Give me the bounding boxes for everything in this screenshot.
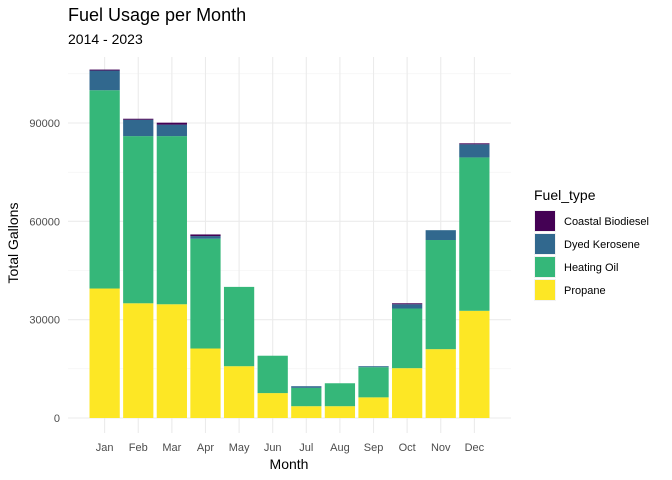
y-axis-ticks: 0 30000 60000 90000 (29, 118, 60, 425)
y-tick-label: 90000 (29, 118, 60, 130)
bar-apr-dyed-kerosene (190, 236, 221, 239)
bar-jan-heating-oil (89, 90, 120, 289)
bar-apr-coastal-biodiesel (190, 234, 221, 237)
bar-aug-propane (324, 406, 356, 418)
bars (89, 69, 490, 418)
x-tick-label: Mar (162, 442, 181, 454)
x-tick-label: Nov (431, 442, 451, 454)
bar-jun-propane (257, 393, 288, 418)
chart-title: Fuel Usage per Month (68, 5, 246, 25)
bar-feb-dyed-kerosene (123, 119, 154, 137)
bar-feb-heating-oil (123, 136, 154, 304)
bar-apr-propane (190, 348, 221, 418)
bar-jan-coastal-biodiesel (89, 69, 120, 71)
bar-mar-propane (156, 304, 187, 418)
bar-feb-propane (123, 303, 154, 418)
legend-swatch (535, 257, 555, 277)
bar-jan-propane (89, 288, 120, 418)
bar-sep-heating-oil (358, 367, 389, 398)
legend-label: Heating Oil (564, 262, 618, 274)
bar-oct-heating-oil (392, 308, 423, 369)
bar-oct-coastal-biodiesel (392, 303, 423, 305)
legend-swatch (535, 234, 555, 254)
y-tick-label: 30000 (29, 315, 60, 327)
bar-mar-coastal-biodiesel (156, 122, 187, 125)
bar-jul-propane (291, 406, 322, 418)
x-tick-label: Feb (129, 442, 148, 454)
bar-jan-dyed-kerosene (89, 70, 120, 91)
bar-oct-dyed-kerosene (392, 304, 423, 309)
legend-title: Fuel_type (534, 187, 596, 203)
bar-aug-heating-oil (324, 383, 356, 407)
legend-label: Coastal Biodiesel (564, 216, 649, 228)
bar-dec-heating-oil (459, 157, 490, 311)
bar-dec-coastal-biodiesel (459, 143, 490, 145)
x-tick-label: Jan (96, 442, 114, 454)
bar-apr-heating-oil (190, 238, 221, 349)
x-tick-label: May (229, 442, 250, 454)
x-axis-ticks: Jan Feb Mar Apr May Jun Jul Aug Sep Oct Nov Dec (96, 442, 485, 454)
legend-swatch (535, 211, 555, 231)
bar-dec-dyed-kerosene (459, 144, 490, 158)
x-tick-label: Apr (197, 442, 214, 454)
legend-swatch (535, 280, 555, 300)
bar-sep-dyed-kerosene (358, 366, 389, 368)
bar-may-propane (223, 366, 255, 418)
bar-oct-propane (392, 368, 423, 418)
bar-jul-heating-oil (291, 387, 322, 407)
legend-label: Dyed Kerosene (564, 239, 640, 251)
bar-may-heating-oil (223, 286, 255, 367)
x-tick-label: Aug (330, 442, 350, 454)
y-tick-label: 0 (54, 413, 60, 425)
bar-dec-propane (459, 310, 490, 418)
y-tick-label: 60000 (29, 216, 60, 228)
x-tick-label: Sep (364, 442, 384, 454)
bar-nov-dyed-kerosene (425, 230, 456, 241)
bar-sep-propane (358, 397, 389, 418)
bar-feb-coastal-biodiesel (123, 118, 154, 120)
bar-nov-heating-oil (425, 240, 456, 350)
bar-mar-dyed-kerosene (156, 124, 187, 137)
bar-jul-dyed-kerosene (291, 386, 322, 388)
chart-subtitle: 2014 - 2023 (68, 31, 143, 47)
x-tick-label: Jun (264, 442, 282, 454)
bar-nov-propane (425, 349, 456, 418)
legend: Fuel_type Coastal Biodiesel Dyed Kerosene… (534, 187, 649, 301)
x-tick-label: Oct (399, 442, 416, 454)
x-tick-label: Dec (465, 442, 485, 454)
bar-mar-heating-oil (156, 136, 187, 305)
bar-jun-heating-oil (257, 355, 288, 394)
x-tick-label: Jul (299, 442, 313, 454)
y-axis-label: Total Gallons (5, 203, 21, 284)
legend-label: Propane (564, 285, 606, 297)
x-axis-label: Month (270, 456, 309, 472)
